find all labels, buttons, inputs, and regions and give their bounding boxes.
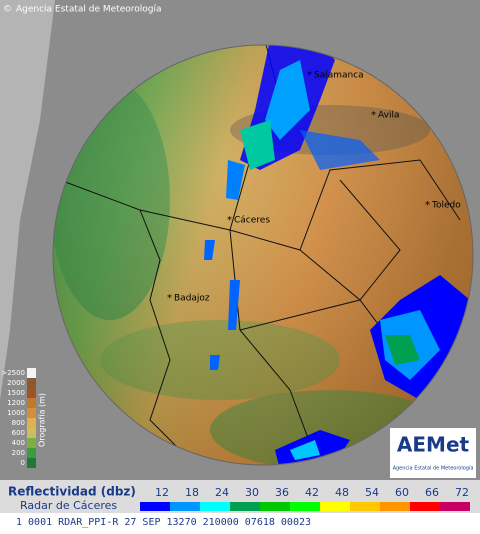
scale-swatch bbox=[290, 502, 320, 511]
orography-level: 400 bbox=[12, 439, 25, 447]
scale-label: 48 bbox=[335, 486, 349, 499]
orography-level: 200 bbox=[12, 449, 25, 457]
scale-label: 66 bbox=[425, 486, 439, 499]
city-label: Salamanca bbox=[314, 71, 364, 81]
orography-swatch bbox=[27, 438, 36, 448]
orography-swatch bbox=[27, 458, 36, 468]
radar-range bbox=[52, 44, 474, 466]
orography-level: 0 bbox=[21, 459, 25, 467]
scale-swatch bbox=[230, 502, 260, 511]
scale-label: 18 bbox=[185, 486, 199, 499]
orography-level: 1000 bbox=[7, 409, 25, 417]
orography-level: 2000 bbox=[7, 379, 25, 387]
orography-title: Orografía (m) bbox=[38, 393, 47, 447]
logo-box bbox=[390, 428, 476, 478]
city-labels: * Salamanca* Avila* Cáceres* Toledo* Badajoz bbox=[167, 70, 461, 304]
scale-label: 42 bbox=[305, 486, 319, 499]
city-label: Avila bbox=[378, 111, 399, 121]
scale-label: 24 bbox=[215, 486, 229, 499]
city-marker: * bbox=[167, 293, 172, 304]
city-label: Cáceres bbox=[234, 216, 270, 226]
scale-label: 60 bbox=[395, 486, 409, 499]
sea bbox=[0, 0, 55, 400]
orography-level: >2500 bbox=[1, 369, 25, 377]
scale-label: 36 bbox=[275, 486, 289, 499]
orography-level: 1200 bbox=[7, 399, 25, 407]
status-text: 1 0001 RDAR_PPI-R 27 SEP 13270 210000 07… bbox=[16, 517, 311, 528]
scale-swatch bbox=[200, 502, 230, 511]
orography-swatch bbox=[27, 378, 36, 388]
scale-swatch bbox=[440, 502, 470, 511]
logo-name: AEMet bbox=[397, 433, 470, 457]
copyright: Agencia Estatal de Meteorología bbox=[16, 5, 162, 15]
scale-label: 30 bbox=[245, 486, 259, 499]
city-marker: * bbox=[371, 110, 376, 121]
orography-swatch bbox=[27, 368, 36, 378]
orography-level: 800 bbox=[12, 419, 25, 427]
copyright-symbol: © bbox=[3, 5, 12, 15]
orography-level: 1500 bbox=[7, 389, 25, 397]
city-marker: * bbox=[425, 200, 430, 211]
orography-swatch bbox=[27, 428, 36, 438]
scale-swatch bbox=[260, 502, 290, 511]
logo-subtitle: Agencia Estatal de Meteorología bbox=[393, 465, 474, 472]
scale-swatch bbox=[380, 502, 410, 511]
city-marker: * bbox=[307, 70, 312, 81]
scale-label: 54 bbox=[365, 486, 379, 499]
color-scale: 12 18 24 30 36 42 48 54 60 66 72 bbox=[140, 486, 470, 511]
scale-swatch bbox=[140, 502, 170, 511]
scale-label: 72 bbox=[455, 486, 469, 499]
scale-swatch bbox=[350, 502, 380, 511]
scale-swatch bbox=[320, 502, 350, 511]
orography-swatch bbox=[27, 408, 36, 418]
scale-swatch bbox=[170, 502, 200, 511]
scale-label: 12 bbox=[155, 486, 169, 499]
orography-swatch bbox=[27, 418, 36, 428]
status-bar bbox=[0, 513, 480, 530]
orography-swatch bbox=[27, 388, 36, 398]
echoes bbox=[115, 45, 470, 465]
city-label: Badajoz bbox=[174, 294, 210, 304]
city-label: Toledo bbox=[431, 201, 461, 211]
legend-title: Reflectividad (dbz) bbox=[8, 485, 136, 499]
legend-subtitle: Radar de Cáceres bbox=[20, 499, 117, 512]
orography-level: 600 bbox=[12, 429, 25, 437]
scale-swatch bbox=[410, 502, 440, 511]
orography-swatch bbox=[27, 448, 36, 458]
radar-disk bbox=[53, 45, 473, 465]
orography-swatch bbox=[27, 398, 36, 408]
city-marker: * bbox=[227, 215, 232, 226]
